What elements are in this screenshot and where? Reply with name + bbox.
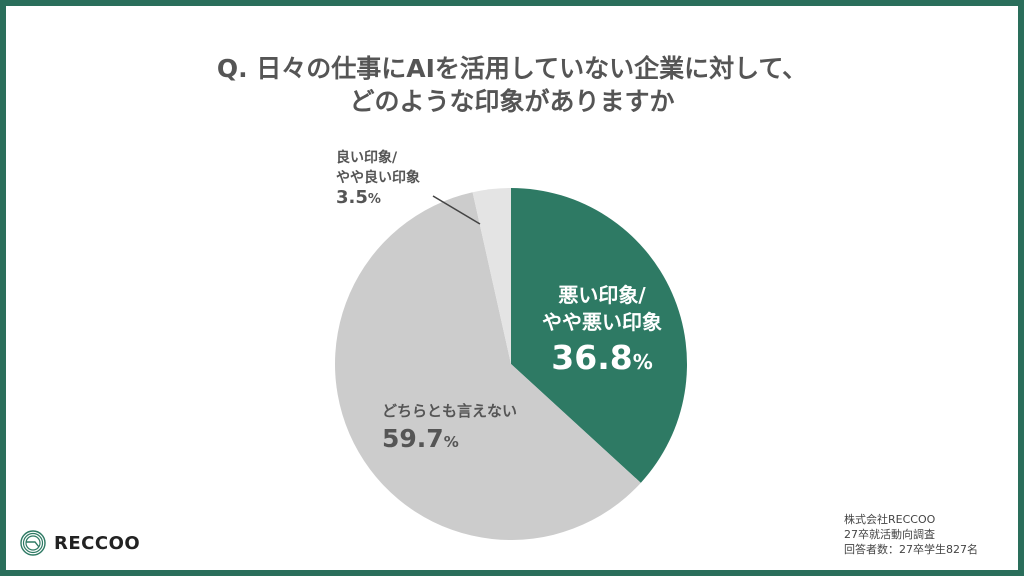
label-good-line1: 良い印象/: [336, 150, 398, 166]
slice-neutral: [335, 192, 641, 540]
label-neutral-value: 59.7%: [382, 424, 459, 453]
reccoo-logo-icon: [20, 530, 46, 556]
label-bad-impression: 悪い印象/ やや悪い印象 36.8%: [522, 282, 682, 384]
leader-line: [432, 195, 481, 225]
label-neutral-line1: どちらとも言えない: [382, 402, 518, 420]
slice-bad-impression: [511, 188, 687, 483]
source-note: 株式会社RECCOO 27卒就活動向調査 回答者数：27卒学生827名: [844, 512, 978, 557]
label-good-impression: 良い印象/ やや良い印象 3.5%: [336, 148, 420, 210]
slice-good-impression: [472, 188, 511, 364]
label-good-line2: やや良い印象: [336, 170, 420, 186]
title-line-2: どのような印象がありますか: [349, 87, 675, 116]
source-respondents: 回答者数：27卒学生827名: [844, 543, 978, 556]
label-neutral: どちらとも言えない 59.7%: [382, 400, 517, 459]
label-bad-line2: やや悪い印象: [542, 310, 662, 334]
label-good-value: 3.5%: [336, 187, 381, 208]
company-logo: RECCOO: [20, 530, 140, 556]
source-company: 株式会社RECCOO: [844, 513, 936, 526]
logo-text: RECCOO: [54, 532, 141, 554]
chart-title: Q. 日々の仕事にAIを活用していない企業に対して、 どのような印象がありますか: [0, 52, 1024, 118]
label-bad-line1: 悪い印象/: [558, 283, 646, 307]
title-line-1: Q. 日々の仕事にAIを活用していない企業に対して、: [216, 54, 808, 83]
label-bad-value: 36.8%: [551, 338, 653, 377]
source-survey: 27卒就活動向調査: [844, 528, 935, 541]
